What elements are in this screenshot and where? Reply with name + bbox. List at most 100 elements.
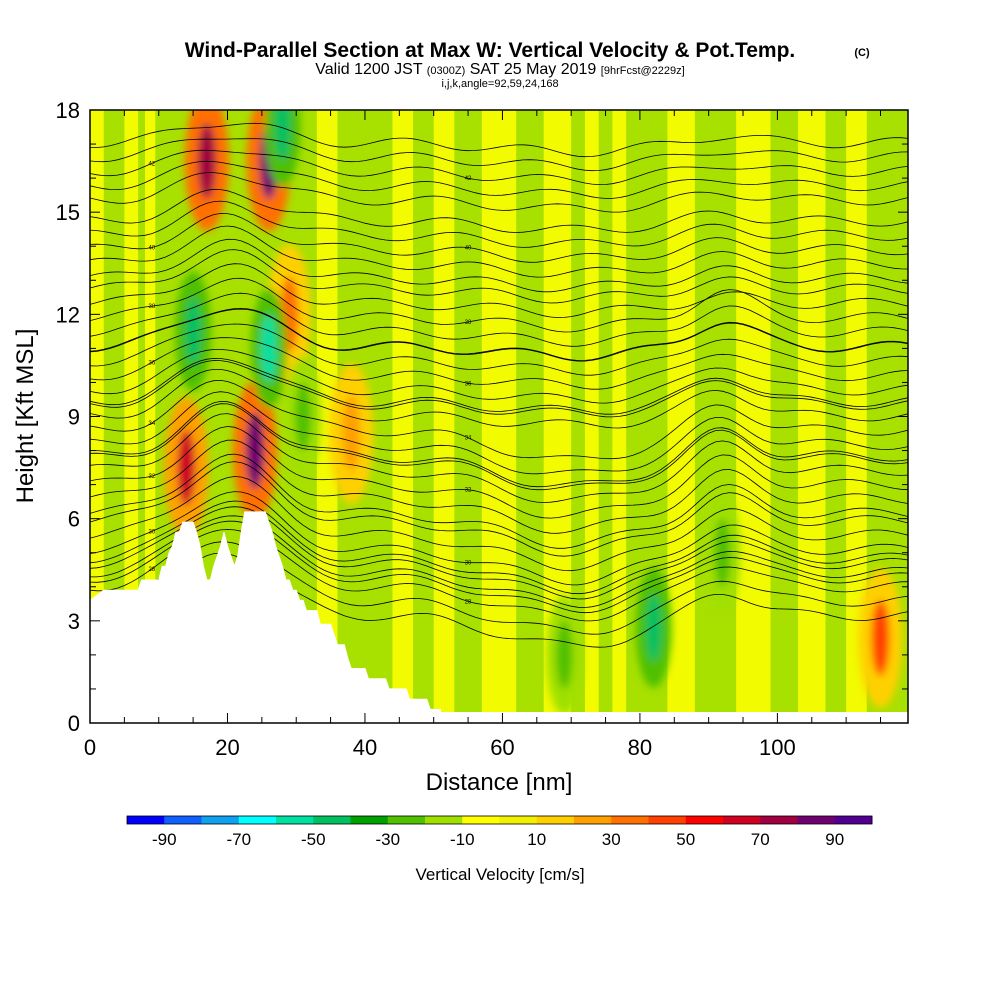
isentrope-line [90,308,908,362]
downdraft-cell [556,620,573,689]
colorbar-swatch [238,816,277,824]
isentrope-line [90,520,908,614]
weak-updraft-band [433,110,455,723]
updraft-cell [871,599,890,676]
weak-updraft-band [481,110,517,723]
downdraft-cell [274,110,291,162]
colorbar-tick-label: -90 [152,830,177,849]
isentrope-line [90,403,908,491]
isentrope-label: 34 [149,421,156,427]
chart-subtitle: Valid 1200 JST (0300Z) SAT 25 May 2019 [… [315,61,684,78]
colorbar-swatch [723,816,761,824]
y-axis-label: Height [Kft MSL] [12,329,39,504]
x-tick-label: 40 [353,735,377,760]
x-axis-label: Distance [nm] [426,769,573,796]
subtitle-utc: (0300Z) [427,65,466,77]
colorbar-tick-label: 30 [602,830,621,849]
colorbar-frame [126,815,873,825]
colorbar-tick-label: 90 [825,830,844,849]
isentrope-label: 38 [149,304,156,310]
isentrope-label: 42 [465,176,472,182]
isentrope-line [90,369,908,429]
isentrope-line [90,476,908,572]
isentrope-line [90,138,908,172]
isentrope-line [90,249,908,304]
isentrope-line [90,292,908,347]
weak-updraft-band [316,110,338,723]
colorbar-swatch [313,816,351,824]
colorbar-swatch [462,816,500,824]
isentrope-label: 30 [149,529,156,535]
isentrope-line [90,188,908,233]
isentrope-line [90,453,908,549]
weak-updraft-band [584,110,599,723]
x-tick-label: 20 [215,735,239,760]
isentrope-line [90,200,908,248]
colorbar-tick-label: 50 [676,830,695,849]
colorbar-swatch [797,816,836,824]
y-tick-label: 6 [68,507,80,532]
downdraft-cell [260,314,277,383]
colorbar-tick-label: 70 [751,830,770,849]
isentrope-line [90,379,908,460]
isentrope-line [90,263,908,319]
subtitle-date: SAT 25 May 2019 [470,61,597,78]
isentrope-line [90,491,908,586]
colorbar-swatch [201,816,240,824]
weak-updraft-band [392,110,414,723]
isentrope-line [90,529,908,622]
isentrope-label: 30 [465,561,472,567]
colorbar-swatch [499,816,538,824]
isentrope-label: 40 [465,246,472,252]
isentrope-line [90,160,908,199]
colorbar-swatch [387,816,426,824]
colorbar-swatch [685,816,724,824]
isentrope-line [90,337,908,390]
isentrope-line [90,413,908,503]
colorbar-swatch [834,816,873,824]
isentrope-line [90,357,908,415]
colorbar-swatch [536,816,575,824]
y-tick-label: 12 [56,302,80,327]
chart-params: i,j,k,angle=92,59,24,168 [441,78,558,90]
colorbar-swatch [350,816,389,824]
colorbar-swatch [648,816,687,824]
isentrope-line [90,149,908,186]
isentrope-label: 34 [465,436,472,442]
isentrope-line [90,323,908,376]
x-axis: 0 20 40 60 80 100 [84,110,882,760]
weak-updraft-band [846,110,867,723]
isentropes: 28 28 30 30 32 32 34 34 36 36 38 38 40 40 42 42 [90,122,908,648]
x-tick-label: 60 [490,735,514,760]
weak-updraft-band [144,110,156,723]
plot-area: 28 28 30 30 32 32 34 34 36 36 38 38 40 40 42 42 [90,110,908,723]
x-tick-label: 100 [759,735,796,760]
isentrope-line [90,426,908,519]
isentrope-label: 38 [465,320,472,326]
velocity-cells [164,110,903,715]
y-tick-label: 18 [56,98,80,123]
y-tick-label: 9 [68,405,80,430]
chart-title-tag: (C) [854,47,870,59]
isentrope-line [90,238,908,293]
isentrope-line [90,349,908,404]
x-tick-label: 80 [628,735,652,760]
colorbar-tick-label: 10 [527,830,546,849]
isentrope-label: 40 [149,246,156,252]
isentrope-line [90,400,908,488]
colorbar: -90 -70 -50 -30 -10 10 30 50 70 90 [126,815,873,849]
downdraft-cell [645,593,662,662]
isentrope-line [90,172,908,213]
weak-updraft-band [736,110,771,723]
colorbar-swatch [425,816,463,824]
colorbar-swatch [127,816,165,824]
y-tick-label: 0 [68,711,80,736]
isentrope-label: 32 [149,474,156,480]
isentrope-label: 36 [149,360,156,366]
isentrope-label: 42 [149,161,156,167]
isentrope-line [90,212,908,263]
colorbar-swatch [276,816,314,824]
colorbar-swatch [760,816,798,824]
colorbar-tick-label: -50 [301,830,326,849]
isentrope-line [90,500,908,595]
